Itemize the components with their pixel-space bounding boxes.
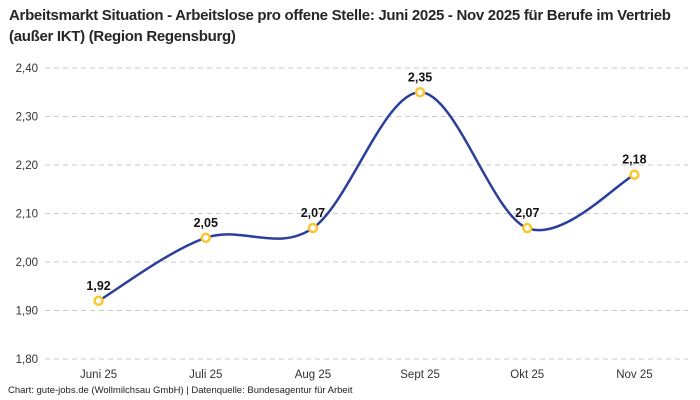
x-axis-tick-label: Nov 25 <box>616 369 652 381</box>
x-axis-tick-label: Juni 25 <box>80 369 117 381</box>
data-series-line <box>97 90 636 303</box>
data-point-marker <box>200 232 211 243</box>
data-point-label: 2,05 <box>194 216 218 230</box>
data-point-marker <box>522 222 533 234</box>
y-axis-tick-label: 2,00 <box>16 257 38 269</box>
x-axis-tick-label: Okt 25 <box>510 369 544 381</box>
x-axis-tick-label: Sept 25 <box>400 369 440 381</box>
y-axis-tick-label: 1,80 <box>16 354 38 366</box>
y-axis-tick-label: 1,90 <box>16 306 38 318</box>
y-axis-tick-label: 2,10 <box>16 209 38 221</box>
data-point-label: 2,07 <box>301 206 325 220</box>
y-axis-tick-label: 2,20 <box>16 160 38 172</box>
y-axis-tick-label: 2,40 <box>16 63 38 75</box>
chart-title: Arbeitsmarkt Situation - Arbeitslose pro… <box>9 7 671 45</box>
data-point-label: 2,35 <box>408 70 432 84</box>
data-point-label: 1,92 <box>86 279 110 293</box>
data-point-label: 2,18 <box>622 153 646 167</box>
data-point-label: 2,07 <box>515 206 539 220</box>
y-axis-tick-label: 2,30 <box>16 112 38 124</box>
data-point-marker <box>414 87 426 98</box>
data-point-marker <box>93 295 104 307</box>
data-point-marker <box>629 169 640 180</box>
attribution-footer: Chart: gute-jobs.de (Wollmilchsau GmbH) … <box>8 385 353 396</box>
x-axis-tick-label: Aug 25 <box>295 369 331 381</box>
data-point-marker <box>307 222 319 234</box>
x-axis-tick-label: Juli 25 <box>189 369 222 381</box>
